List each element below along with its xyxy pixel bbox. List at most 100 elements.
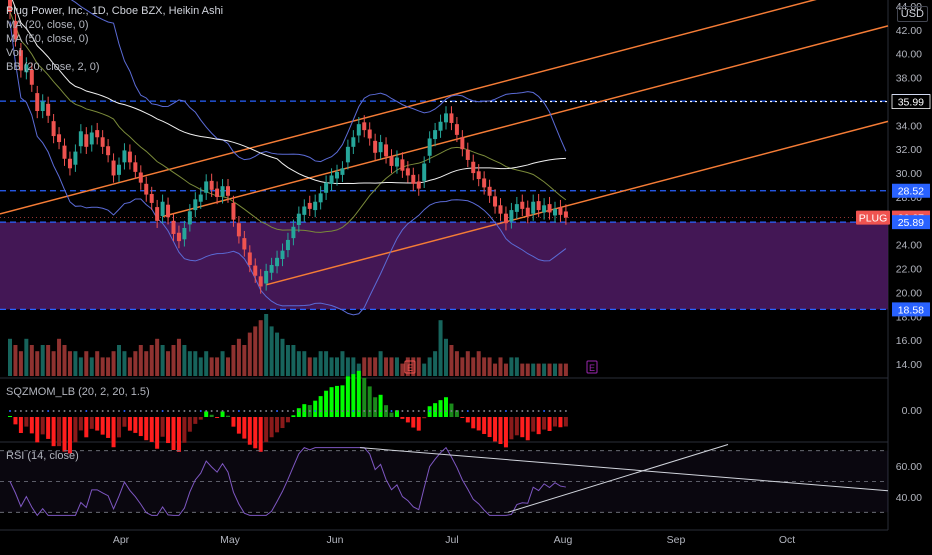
candle-body [503,213,508,224]
sqzmom-dot [526,410,529,412]
candle-body [345,146,350,163]
sqzmom-label[interactable]: SQZMOM_LB (20, 2, 20, 1.5) [6,386,150,398]
candle-body [422,163,427,181]
candle-body [8,0,12,12]
sqzmom-bar [503,417,508,448]
candle-body [275,257,280,267]
sqzmom-bar [394,410,399,417]
volume-bar [411,357,416,376]
volume-bar [193,351,198,376]
volume-bar [351,357,356,376]
sqzmom-dot [515,410,518,412]
candle-body [89,132,94,145]
sqzmom-dot [41,410,44,412]
sqzmom-bar [236,417,241,434]
candle-body [95,130,100,138]
volume-bar [514,357,519,376]
candle-body [558,207,563,215]
sqzmom-bar [275,417,280,433]
sqzmom-dot [145,410,148,412]
sqzmom-dot [134,410,137,412]
sqzmom-bar [514,417,519,436]
volume-bar [563,363,568,376]
chart-title[interactable]: Plug Power, Inc., 1D, Cboe BZX, Heikin A… [6,5,224,17]
candle-body [138,172,143,183]
sqzmom-dot [488,410,491,412]
sqzmom-bar [117,417,121,438]
candle-body [493,196,498,207]
candle-body [187,211,192,225]
candle-body [117,164,121,175]
y-tick-label: 14.00 [896,359,922,371]
candle-body [111,160,116,176]
sqzmom-dot [494,410,497,412]
sqzmom-dot [63,410,66,412]
rsi-label[interactable]: RSI (14, close) [6,450,79,462]
sqzmom-dot [90,410,93,412]
legend-ma50[interactable]: MA (50, close, 0) [6,33,89,45]
legend-ma20[interactable]: MA (20, close, 0) [6,19,89,31]
sqzmom-dot [504,410,507,412]
sqzmom-bar [291,415,296,417]
sqzmom-dot [554,410,556,412]
volume-bar [171,345,176,376]
candle-body [362,122,367,131]
candle-body [258,276,263,287]
sqzmom-bar [493,417,498,442]
sqzmom-bar [215,417,220,418]
volume-bar [67,351,72,376]
volume-bar [340,351,345,376]
sqzmom-dot [101,410,104,412]
volume-bar [416,357,421,376]
volume-bar [525,363,530,376]
sqzmom-dot [543,410,546,412]
sqzmom-dot [445,410,447,412]
ticker-badge [856,210,890,225]
sqzmom-dot [292,410,295,412]
sqzmom-dot [423,410,426,412]
sqzmom-bar [285,417,290,423]
volume-bar [209,357,214,376]
currency-badge[interactable]: USD [896,6,928,22]
sqzmom-dot [221,410,224,412]
sqzmom-dot [259,410,262,412]
candle-body [531,201,536,214]
volume-bar [133,351,138,376]
sqzmom-bar [193,417,198,424]
candle-body [465,149,470,160]
sqzmom-bar [438,400,443,417]
y-tick-label: 16.00 [896,335,922,347]
legend-vol[interactable]: Vol [6,47,22,59]
candle-body [209,180,214,190]
legend-bb[interactable]: BB (20, close, 2, 0) [6,61,100,73]
legend: Plug Power, Inc., 1D, Cboe BZX, Heikin A… [6,4,223,74]
volume-bar [144,351,149,376]
bb-lower [9,21,567,316]
sqzmom-dot [325,410,328,412]
volume-bar [542,363,547,376]
candle-body [193,199,198,211]
candle-body [476,171,481,180]
sqzmom-bar [57,417,62,447]
volume-bar [378,351,383,376]
candle-body [35,93,40,112]
sqzmom-bar [138,417,143,437]
sqzmom-dot [385,410,388,412]
candle-body [313,201,318,211]
volume-bar [422,363,427,376]
candle-body [198,194,203,202]
candle-body [57,134,62,143]
volume-bar [89,357,94,376]
sqzmom-dot [499,410,502,412]
candle-body [509,210,514,222]
sqzmom-bar [166,417,171,444]
candle-body [176,232,181,242]
volume-bar [318,351,323,376]
y-tick-label: 38.00 [896,73,922,85]
volume-bar [127,357,132,376]
ticker-badge-label: PLUG [859,213,888,225]
volume-bar [236,338,241,376]
sqzmom-bar [133,417,138,433]
